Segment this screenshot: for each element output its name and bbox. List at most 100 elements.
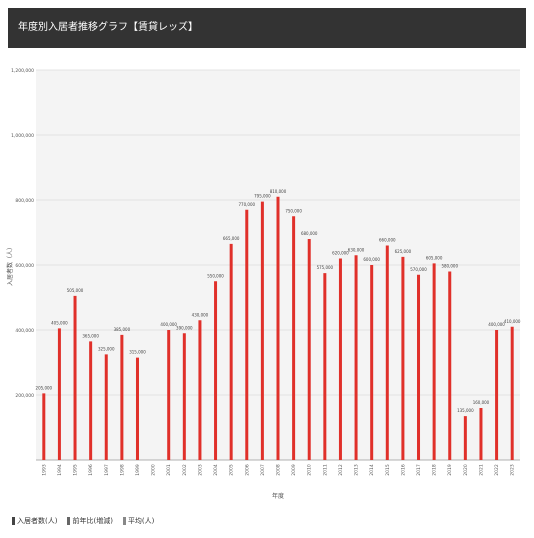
data-label-2001: 400,000 [160,322,177,327]
bar-2001 [167,330,171,460]
legend-swatch-residents [12,517,15,525]
bar-1997 [104,354,108,460]
x-tick-label: 2016 [400,464,406,476]
x-tick-label: 1993 [41,464,47,476]
x-tick-label: 2006 [244,464,250,476]
x-tick-label: 2009 [291,464,297,476]
bar-2021 [479,408,483,460]
bar-chart: 200,000 400,000 600,000 800,000 1,000,000 1,2… [6,68,521,500]
legend-swatch-average [122,517,126,525]
x-tick-label: 2008 [276,464,282,476]
bar-2003 [198,320,202,460]
data-label-2015: 660,000 [379,238,396,243]
y-tick-label: 400,000 [15,328,34,334]
legend-item-residents[interactable]: 入居者数(人) [12,516,57,526]
x-tick-label: 2004 [213,464,219,476]
x-tick-label: 2003 [197,464,203,476]
bar-2018 [432,263,436,460]
bar-1999 [135,357,139,460]
data-label-1995: 505,000 [67,288,84,293]
bar-2014 [370,265,374,460]
x-tick-label: 2022 [494,464,500,476]
bar-2004 [214,281,218,460]
bar-1995 [73,295,77,460]
data-label-2010: 680,000 [301,231,318,236]
data-label-2022: 400,000 [488,322,505,327]
x-tick-label: 2000 [151,464,157,476]
data-label-2023: 410,000 [504,319,521,324]
legend-label-residents: 入居者数(人) [17,517,58,525]
bar-2013 [354,255,358,460]
y-tick-label: 1,200,000 [11,68,34,74]
x-tick-label: 2012 [338,464,344,476]
data-label-1997: 325,000 [98,346,115,351]
data-label-2002: 390,000 [176,325,193,330]
x-axis-label: 年度 [272,492,284,500]
data-label-1994: 405,000 [51,320,68,325]
data-label-1996: 365,000 [82,333,99,338]
y-axis-label: 入居者数（人） [6,244,14,286]
bar-2017 [417,274,421,460]
y-tick-label: 1,000,000 [11,133,34,139]
x-tick-label: 1994 [57,464,63,476]
x-tick-label: 2015 [385,464,391,476]
x-tick-label: 2011 [322,464,328,476]
data-label-2005: 665,000 [223,236,240,241]
bar-2002 [182,333,186,460]
y-tick-label: 600,000 [15,263,34,269]
x-tick-label: 2017 [416,464,422,476]
data-label-2003: 430,000 [192,312,209,317]
x-tick-label: 2005 [229,464,235,476]
bar-2020 [463,416,467,460]
data-label-2016: 625,000 [395,249,412,254]
x-tick-label: 1995 [73,464,79,476]
data-label-2012: 620,000 [332,251,349,256]
data-label-2007: 795,000 [254,194,271,199]
x-tick-label: 2001 [166,464,172,476]
bar-2023 [510,326,514,460]
bar-1994 [57,328,61,460]
bar-2009 [292,216,296,460]
data-label-2011: 575,000 [317,265,334,270]
legend-item-average[interactable]: 平均(人) [122,516,154,526]
data-label-1998: 385,000 [114,327,131,332]
x-tick-label: 2019 [447,464,453,476]
x-tick-label: 2010 [307,464,313,476]
x-tick-label: 1999 [135,464,141,476]
data-label-1999: 315,000 [129,350,146,355]
data-label-1993: 205,000 [36,385,53,390]
data-label-2019: 580,000 [441,264,458,269]
y-tick-label: 200,000 [15,393,34,399]
data-label-2020: 135,000 [457,408,474,413]
bar-2022 [495,330,499,460]
bar-2007 [260,201,264,460]
bar-2019 [448,271,452,460]
data-label-2008: 810,000 [270,189,287,194]
data-label-2013: 630,000 [348,247,365,252]
x-tick-label: 2013 [354,464,360,476]
bar-2016 [401,256,405,460]
x-tick-label: 2021 [478,464,484,476]
bar-2005 [229,243,233,460]
bar-2015 [385,245,389,460]
x-tick-label: 2023 [510,464,516,476]
data-label-2021: 160,000 [473,400,490,405]
data-label-2004: 550,000 [207,273,224,278]
x-tick-label: 1998 [119,464,125,476]
y-tick-label: 800,000 [15,198,34,204]
data-label-2014: 600,000 [363,257,380,262]
legend-swatch-change [67,517,71,525]
bar-2012 [338,258,342,460]
x-tick-label: 2002 [182,464,188,476]
data-label-2009: 750,000 [285,208,302,213]
x-tick-label: 1996 [88,464,94,476]
data-label-2017: 570,000 [410,267,427,272]
data-label-2018: 605,000 [426,255,443,260]
x-tick-label: 2020 [463,464,469,476]
data-label-2006: 770,000 [239,202,256,207]
legend: 入居者数(人) 前年比(増減) 平均(人) [12,514,154,528]
bar-1998 [120,334,124,460]
legend-item-change[interactable]: 前年比(増減) [67,516,113,526]
legend-label-change: 前年比(増減) [72,517,113,525]
chart-container: 200,000 400,000 600,000 800,000 1,000,000 1,2… [0,56,534,534]
